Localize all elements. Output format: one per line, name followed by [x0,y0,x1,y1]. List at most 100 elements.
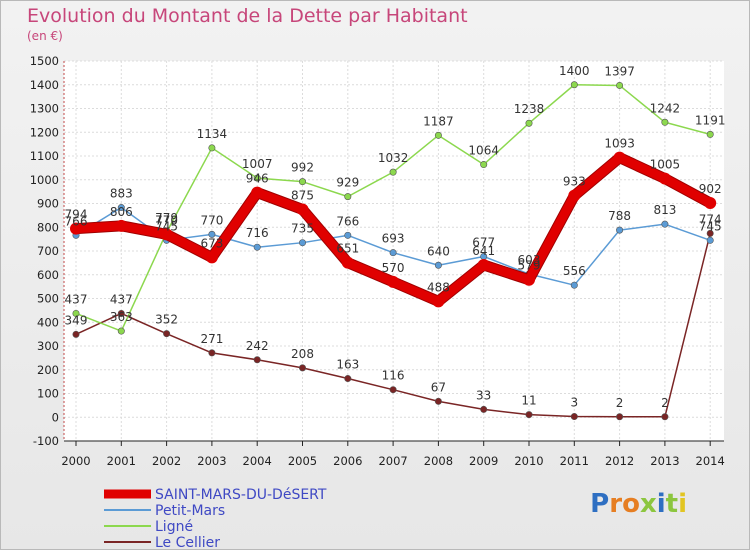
data-point [658,172,671,185]
data-label: 1397 [604,64,635,78]
proxiti-logo: Proxiti [590,489,687,519]
data-label: 1191 [695,113,726,127]
data-point [253,356,261,364]
data-point [344,193,352,201]
data-label: 603 [518,253,541,267]
data-label: 2 [616,396,624,410]
data-point [344,375,352,383]
data-label: 116 [382,369,405,383]
data-label: 651 [336,242,359,256]
data-point [341,256,354,269]
data-label: 1187 [423,114,454,128]
x-tick-label: 2012 [605,454,634,468]
data-label: 349 [65,313,88,327]
data-point [432,295,445,308]
data-label: 673 [200,236,223,250]
data-point [387,275,400,288]
data-point [661,118,669,126]
x-tick-label: 2004 [243,454,272,468]
data-label: 770 [155,213,178,227]
data-point [298,239,306,247]
y-tick-label: 400 [37,315,59,329]
chart-subtitle: (en €) [27,29,63,43]
x-tick-label: 2009 [469,454,498,468]
data-label: 745 [155,219,178,233]
logo-letter: P [590,489,610,519]
data-label: 794 [65,208,88,222]
data-point [72,309,80,317]
data-point [253,243,261,251]
x-tick-label: 2002 [152,454,181,468]
data-label: 933 [563,175,586,189]
data-point [706,130,714,138]
data-point [117,327,125,335]
y-tick-label: 1300 [30,102,59,116]
logo-letter: r [609,489,623,519]
data-label: 929 [336,176,359,190]
data-label: 163 [336,358,359,372]
x-tick-label: 2005 [288,454,317,468]
data-label: 693 [382,232,405,246]
data-label: 1238 [514,102,545,116]
data-label: 579 [518,259,541,273]
data-point [389,386,397,394]
data-point [117,309,125,317]
logo-letter: x [639,489,657,519]
legend-label: Le Cellier [155,535,220,551]
data-label: 1005 [650,158,681,172]
y-tick-label: 700 [37,244,59,258]
data-label: 67 [431,380,446,394]
x-tick-label: 2003 [197,454,226,468]
data-label: 766 [65,214,88,228]
x-tick-label: 2014 [696,454,725,468]
data-point [480,161,488,169]
data-label: 641 [472,244,495,258]
data-point [253,174,261,182]
data-point [480,405,488,413]
data-label: 1032 [378,151,409,165]
y-tick-label: 1100 [30,149,59,163]
data-point [616,226,624,234]
data-point [298,364,306,372]
data-point [525,411,533,419]
logo-letter: i [656,489,666,519]
data-point [661,220,669,228]
y-tick-label: 800 [37,220,59,234]
data-point [570,413,578,421]
y-tick-label: 300 [37,339,59,353]
data-point [434,261,442,269]
data-point [704,197,717,210]
data-label: 33 [476,388,491,402]
data-label: 875 [291,188,314,202]
logo-letter: i [678,489,687,519]
data-label: 774 [699,212,722,226]
logo-letter: t [665,489,679,519]
y-tick-label: 1000 [30,173,59,187]
y-tick-label: 1500 [30,54,59,68]
x-tick-label: 2006 [333,454,362,468]
data-point [523,273,535,286]
data-point [205,251,218,264]
data-point [570,81,578,89]
y-tick-label: 100 [37,387,59,401]
data-point [477,259,490,272]
data-point [208,230,216,238]
data-point [251,186,264,199]
y-tick-label: -100 [33,434,59,448]
legend-label: SAINT-MARS-DU-DéSERT [155,487,327,503]
data-point [613,151,626,164]
legend-label: Ligné [155,519,193,535]
data-point [616,81,624,89]
data-point [434,131,442,139]
data-point [208,144,216,152]
logo-letter: o [622,489,640,519]
data-point [115,219,128,232]
data-point [72,330,80,338]
data-label: 1242 [650,101,681,115]
data-label: 677 [472,235,495,249]
legend-label: Petit-Mars [155,503,225,519]
y-tick-label: 1200 [30,125,59,139]
data-point [163,330,171,338]
data-label: 556 [563,264,586,278]
